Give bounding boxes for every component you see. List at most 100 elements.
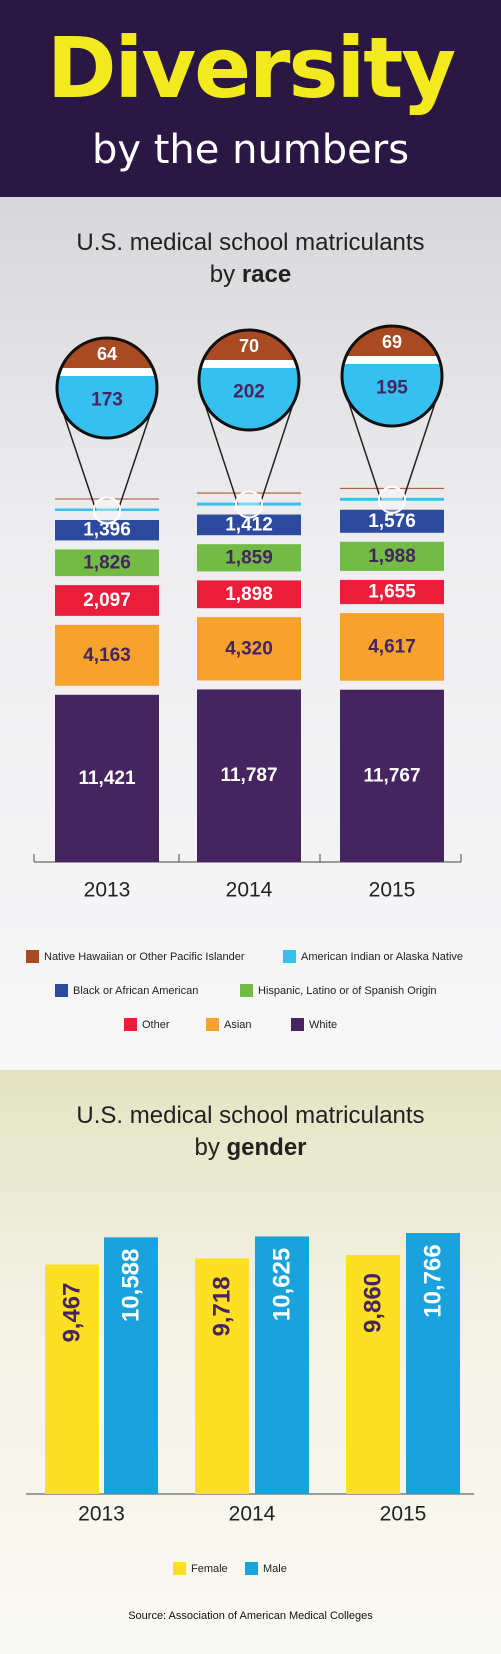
race-legend-swatch xyxy=(55,984,68,997)
race-bar-label: 69 xyxy=(382,332,402,352)
gender-bar-label: 9,467 xyxy=(59,1282,86,1342)
magnifier-american-indian-band xyxy=(199,368,299,430)
header-banner: Diversity by the numbers xyxy=(0,0,501,197)
race-legend-label: Native Hawaiian or Other Pacific Islande… xyxy=(44,951,245,963)
gender-bar-label: 10,625 xyxy=(269,1248,296,1321)
gender-x-tick-label: 2015 xyxy=(380,1503,427,1526)
gender-bar-male-2014 xyxy=(255,1236,309,1494)
race-bar-label: 1,576 xyxy=(368,511,416,532)
race-bar-white-2013 xyxy=(55,694,159,862)
gender-bar-label: 10,588 xyxy=(118,1249,145,1322)
magnifier-line xyxy=(58,399,97,511)
magnifier-line xyxy=(343,387,382,501)
race-legend-swatch xyxy=(283,950,296,963)
race-bar-native-hawaiian-or-other-pacific-islander-2015 xyxy=(340,487,444,489)
race-legend-label: White xyxy=(309,1019,337,1031)
gender-bar-female-2013 xyxy=(45,1264,99,1494)
race-bar-native-hawaiian-or-other-pacific-islander-2013 xyxy=(55,498,159,500)
race-bar-hispanic-latino-or-of-spanish-origin-2014 xyxy=(197,544,301,572)
race-legend-swatch xyxy=(26,950,39,963)
magnifier-american-indian-band xyxy=(57,376,157,438)
gender-bar-label: 9,718 xyxy=(209,1276,236,1336)
race-legend-label: Black or African American xyxy=(73,985,198,997)
magnifier-american-indian-band xyxy=(342,364,442,426)
race-legend-swatch xyxy=(291,1018,304,1031)
race-bar-label: 2,097 xyxy=(83,590,131,611)
page-subtitle: by the numbers xyxy=(91,127,410,173)
magnifier-lens xyxy=(93,496,121,525)
race-bar-asian-2013 xyxy=(55,624,159,686)
race-bar-label: 70 xyxy=(239,336,259,356)
race-bar-american-indian-or-alaska-native-2015 xyxy=(340,497,444,501)
race-bar-other-2014 xyxy=(197,580,301,609)
race-x-tick-label: 2014 xyxy=(226,879,273,902)
magnifier-line xyxy=(200,391,239,505)
race-bar-hispanic-latino-or-of-spanish-origin-2015 xyxy=(340,541,444,571)
magnifier-bubble-outline xyxy=(197,328,301,432)
race-legend-label: Other xyxy=(142,1019,170,1031)
race-x-tick-label: 2013 xyxy=(84,879,131,902)
gender-bar-label: 10,766 xyxy=(420,1244,447,1317)
race-bar-label: 195 xyxy=(376,378,408,399)
race-bar-white-2015 xyxy=(340,689,444,862)
gender-bar-label: 9,860 xyxy=(360,1273,387,1333)
race-bar-label: 64 xyxy=(97,344,117,364)
page-title: Diversity xyxy=(46,19,456,117)
race-x-tick-label: 2015 xyxy=(369,879,416,902)
race-bar-native-hawaiian-or-other-pacific-islander-2014 xyxy=(197,492,301,494)
gender-legend-swatch xyxy=(245,1562,258,1575)
race-legend-label: Asian xyxy=(224,1019,252,1031)
race-legend-label: American Indian or Alaska Native xyxy=(301,951,463,963)
race-bar-label: 4,617 xyxy=(368,636,416,657)
gender-bar-male-2015 xyxy=(406,1233,460,1494)
gender-chart-title: U.S. medical school matriculants by gend… xyxy=(0,1100,501,1164)
race-bar-black-or-african-american-2014 xyxy=(197,514,301,536)
race-bar-asian-2015 xyxy=(340,613,444,681)
race-legend-swatch xyxy=(124,1018,137,1031)
race-legend-swatch xyxy=(240,984,253,997)
gender-bar-male-2013 xyxy=(104,1237,158,1494)
gender-legend-label: Male xyxy=(263,1563,287,1575)
race-bar-white-2014 xyxy=(197,689,301,862)
magnifier-line xyxy=(259,391,298,505)
race-bar-other-2013 xyxy=(55,585,159,616)
magnifier-line xyxy=(402,387,441,501)
race-bar-label: 4,163 xyxy=(83,645,131,666)
race-bar-black-or-african-american-2013 xyxy=(55,519,159,541)
race-bar-label: 11,767 xyxy=(363,765,420,786)
race-bar-label: 11,421 xyxy=(78,768,135,789)
race-title-line2: by race xyxy=(209,261,292,288)
race-bar-label: 173 xyxy=(91,390,123,411)
race-legend-swatch xyxy=(206,1018,219,1031)
gender-bar-female-2014 xyxy=(195,1258,249,1494)
source-note: Source: Association of American Medical … xyxy=(128,1610,373,1622)
race-bar-label: 1,988 xyxy=(368,546,416,567)
race-bar-label: 1,412 xyxy=(225,514,273,535)
race-bar-asian-2014 xyxy=(197,617,301,681)
gender-legend-swatch xyxy=(173,1562,186,1575)
race-title-line1: U.S. medical school matriculants xyxy=(76,229,425,256)
race-bar-label: 11,787 xyxy=(220,765,277,786)
race-bar-label: 1,655 xyxy=(368,582,416,603)
race-bar-hispanic-latino-or-of-spanish-origin-2013 xyxy=(55,549,159,577)
gender-bar-female-2015 xyxy=(346,1254,400,1494)
magnifier-bubble-outline xyxy=(340,324,444,428)
race-legend-label: Hispanic, Latino or of Spanish Origin xyxy=(258,985,437,997)
race-bar-american-indian-or-alaska-native-2013 xyxy=(55,508,159,511)
race-bar-label: 1,898 xyxy=(225,584,273,605)
race-bar-other-2015 xyxy=(340,579,444,605)
race-bar-label: 202 xyxy=(233,382,265,403)
magnifier-lens xyxy=(235,490,263,519)
gender-x-tick-label: 2014 xyxy=(229,1503,276,1526)
race-bar-label: 4,320 xyxy=(225,638,273,659)
race-bar-label: 1,826 xyxy=(83,552,131,573)
race-bar-label: 1,396 xyxy=(83,520,131,541)
magnifier-lens xyxy=(378,485,406,514)
race-bar-black-or-african-american-2015 xyxy=(340,509,444,533)
race-chart-title: U.S. medical school matriculants by race xyxy=(0,227,501,291)
magnifier-bubble-outline xyxy=(55,336,159,440)
magnifier-line xyxy=(117,399,156,511)
gender-x-tick-label: 2013 xyxy=(78,1503,125,1526)
